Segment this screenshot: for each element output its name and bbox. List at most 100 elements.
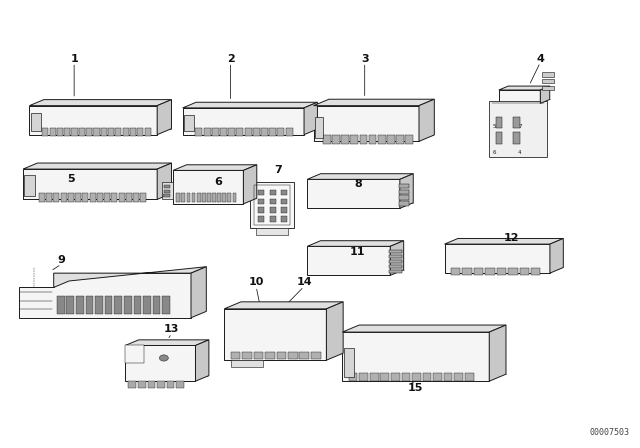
Polygon shape	[508, 268, 518, 275]
Polygon shape	[391, 373, 399, 381]
Polygon shape	[489, 325, 506, 381]
Polygon shape	[29, 106, 157, 135]
Polygon shape	[307, 241, 404, 246]
Polygon shape	[105, 296, 113, 314]
Text: 13: 13	[164, 324, 180, 334]
Polygon shape	[389, 270, 402, 273]
Polygon shape	[258, 216, 264, 222]
Polygon shape	[360, 135, 367, 144]
Polygon shape	[378, 135, 385, 144]
Polygon shape	[224, 309, 326, 360]
Polygon shape	[217, 193, 221, 202]
Polygon shape	[462, 268, 472, 275]
Polygon shape	[389, 265, 402, 268]
Polygon shape	[157, 99, 172, 135]
Text: 5: 5	[493, 125, 496, 129]
Polygon shape	[212, 193, 216, 202]
Polygon shape	[499, 86, 550, 90]
Polygon shape	[79, 128, 85, 136]
Polygon shape	[495, 133, 502, 144]
Text: 6: 6	[493, 150, 496, 155]
Polygon shape	[401, 373, 410, 381]
Polygon shape	[314, 99, 435, 106]
Polygon shape	[281, 216, 287, 222]
Polygon shape	[307, 179, 400, 208]
Text: 7: 7	[274, 165, 282, 176]
Polygon shape	[323, 135, 331, 144]
Polygon shape	[133, 193, 139, 202]
Polygon shape	[42, 128, 48, 136]
Text: 3: 3	[361, 54, 369, 64]
Polygon shape	[269, 128, 276, 136]
Polygon shape	[19, 273, 191, 318]
Polygon shape	[196, 193, 200, 202]
Polygon shape	[465, 373, 474, 381]
Polygon shape	[228, 128, 235, 136]
Polygon shape	[182, 102, 317, 108]
Polygon shape	[256, 228, 288, 235]
Polygon shape	[163, 296, 170, 314]
Polygon shape	[269, 190, 276, 195]
Polygon shape	[57, 128, 63, 136]
Polygon shape	[138, 128, 143, 136]
Polygon shape	[39, 193, 45, 202]
Text: 12: 12	[504, 233, 519, 243]
Polygon shape	[124, 296, 132, 314]
Polygon shape	[67, 296, 74, 314]
Polygon shape	[269, 216, 276, 222]
Polygon shape	[202, 193, 205, 202]
Polygon shape	[390, 241, 404, 276]
Polygon shape	[311, 352, 321, 359]
Polygon shape	[369, 135, 376, 144]
Text: 6: 6	[214, 177, 221, 186]
Polygon shape	[359, 373, 368, 381]
Polygon shape	[342, 332, 489, 381]
Polygon shape	[86, 296, 93, 314]
Polygon shape	[520, 268, 529, 275]
Polygon shape	[125, 340, 209, 345]
Polygon shape	[499, 90, 540, 103]
Polygon shape	[399, 195, 410, 200]
Polygon shape	[162, 181, 173, 199]
Polygon shape	[389, 260, 402, 263]
Polygon shape	[230, 352, 240, 359]
Text: 9: 9	[58, 255, 65, 265]
Polygon shape	[276, 352, 286, 359]
Polygon shape	[125, 345, 145, 363]
Polygon shape	[396, 135, 404, 144]
Polygon shape	[204, 128, 211, 136]
Polygon shape	[326, 302, 343, 360]
Polygon shape	[454, 373, 463, 381]
Text: 5: 5	[67, 174, 75, 184]
Polygon shape	[451, 268, 460, 275]
Polygon shape	[148, 381, 156, 388]
Polygon shape	[399, 184, 410, 188]
Text: 4: 4	[536, 54, 544, 64]
Polygon shape	[111, 193, 117, 202]
Polygon shape	[315, 117, 323, 138]
Polygon shape	[474, 268, 483, 275]
Polygon shape	[46, 193, 52, 202]
Polygon shape	[341, 135, 349, 144]
Polygon shape	[134, 296, 141, 314]
Polygon shape	[212, 128, 219, 136]
Polygon shape	[387, 135, 395, 144]
Polygon shape	[95, 296, 103, 314]
Polygon shape	[399, 201, 410, 206]
Polygon shape	[444, 373, 452, 381]
Polygon shape	[153, 296, 161, 314]
Polygon shape	[351, 135, 358, 144]
Polygon shape	[83, 193, 88, 202]
Polygon shape	[31, 113, 41, 131]
Polygon shape	[173, 165, 257, 170]
Text: 4: 4	[518, 150, 522, 155]
Polygon shape	[314, 106, 419, 142]
Text: 1: 1	[70, 54, 78, 64]
Polygon shape	[145, 128, 151, 136]
Polygon shape	[332, 135, 340, 144]
Polygon shape	[195, 128, 202, 136]
Polygon shape	[422, 373, 431, 381]
Polygon shape	[90, 193, 95, 202]
Polygon shape	[29, 99, 172, 106]
Polygon shape	[541, 72, 554, 77]
